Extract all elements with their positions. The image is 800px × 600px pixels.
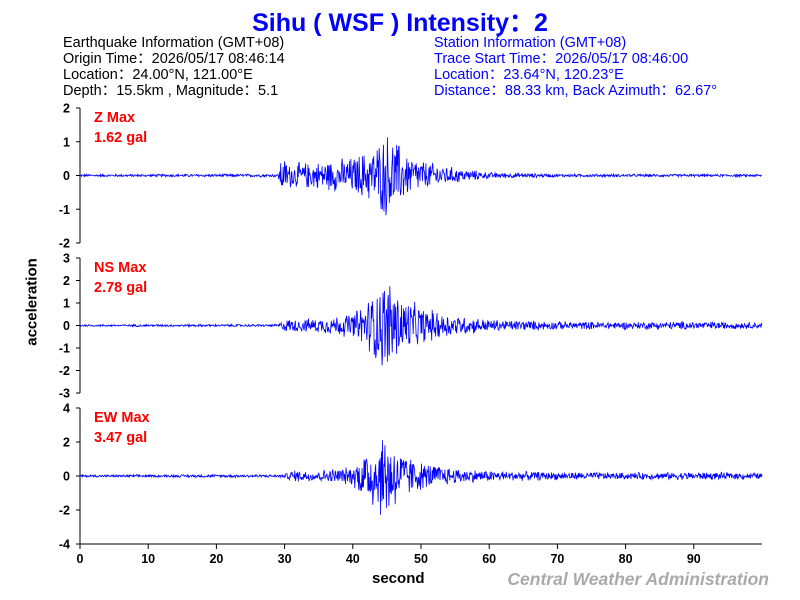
station-info: Station Information (GMT+08) Trace Start… (434, 35, 717, 99)
y-tick-label: -2 (59, 237, 70, 251)
x-tick-label: 70 (550, 552, 564, 566)
waveform-trace-ew (79, 440, 763, 515)
y-tick-label: -1 (59, 342, 70, 356)
y-tick-label: -4 (59, 538, 70, 552)
max-label: Z Max (94, 110, 135, 126)
y-tick-label: 2 (63, 274, 70, 288)
panel-ew: 4 2 0 -2 -4 EW Max 3.47 gal (59, 402, 763, 552)
x-tick-label: 0 (77, 552, 84, 566)
earthquake-info: Earthquake Information (GMT+08) Origin T… (63, 35, 285, 99)
station-info-heading: Station Information (GMT+08) (434, 35, 627, 51)
x-tick-label: 10 (141, 552, 155, 566)
y-tick-label: 2 (63, 436, 70, 450)
waveform-trace-z (79, 137, 763, 216)
y-tick-label: 1 (63, 135, 70, 149)
y-tick-label: 4 (63, 402, 70, 416)
max-value: 3.47 gal (94, 430, 147, 446)
y-tick-label: 1 (63, 297, 70, 311)
x-tick-label: 40 (346, 552, 360, 566)
page-title: Sihu ( WSF ) Intensity：2 (252, 9, 548, 37)
station-location: Location：23.64°N, 120.23°E (434, 67, 624, 83)
agency-credit: Central Weather Administration (507, 569, 769, 589)
depth-magnitude: Depth：15.5km , Magnitude：5.1 (63, 83, 279, 99)
waveform-trace-ns (79, 286, 763, 366)
origin-time: Origin Time：2026/05/17 08:46:14 (63, 51, 285, 67)
y-tick-label: 2 (63, 102, 70, 116)
max-value: 2.78 gal (94, 280, 147, 296)
y-tick-label: -2 (59, 504, 70, 518)
panel-z: 2 1 0 -1 -2 Z Max 1.62 gal (59, 102, 763, 251)
y-tick-label: 0 (63, 319, 70, 333)
y-axis-label: acceleration (23, 258, 41, 346)
x-tick-label: 90 (687, 552, 701, 566)
distance-azimuth: Distance：88.33 km, Back Azimuth：62.67° (434, 83, 718, 99)
x-tick-label: 50 (414, 552, 428, 566)
x-tick-label: 30 (278, 552, 292, 566)
trace-start-time: Trace Start Time：2026/05/17 08:46:00 (434, 51, 689, 67)
epicenter-location: Location：24.00°N, 121.00°E (63, 67, 253, 83)
panel-ns: 3 2 1 0 -1 -2 -3 NS Max 2.78 gal (59, 252, 763, 401)
y-tick-label: 0 (63, 169, 70, 183)
x-tick-label: 60 (482, 552, 496, 566)
y-tick-label: -2 (59, 364, 70, 378)
x-tick-label: 80 (619, 552, 633, 566)
earthquake-info-heading: Earthquake Information (GMT+08) (63, 35, 285, 51)
x-axis-label: second (372, 570, 425, 587)
max-label: EW Max (94, 410, 150, 426)
y-tick-label: -3 (59, 387, 70, 401)
y-tick-label: 0 (63, 470, 70, 484)
y-tick-label: 3 (63, 252, 70, 266)
y-tick-label: -1 (59, 203, 70, 217)
max-value: 1.62 gal (94, 130, 147, 146)
x-tick-label: 20 (209, 552, 223, 566)
max-label: NS Max (94, 260, 146, 276)
